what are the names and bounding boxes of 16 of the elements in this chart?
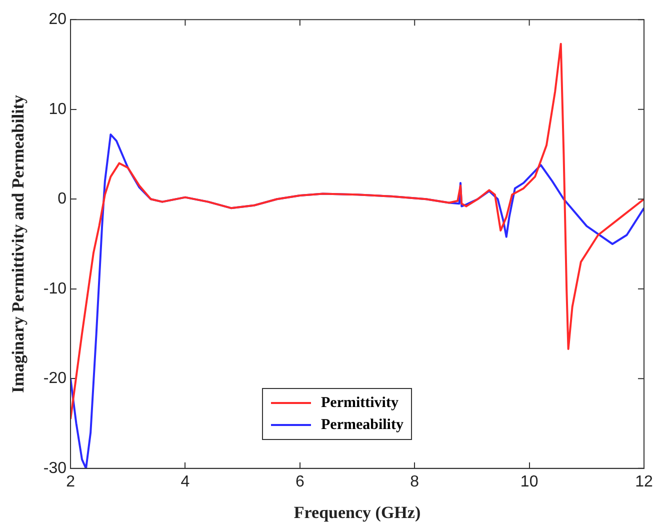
x-tick-label: 2 (66, 473, 76, 490)
y-axis-title: Imaginary Permittivity and Permeability (8, 94, 28, 393)
y-tick-label: -10 (43, 280, 67, 298)
legend-label: Permittivity (321, 394, 398, 412)
y-tick-label: -20 (43, 370, 67, 388)
y-tick-label: 10 (48, 100, 67, 118)
x-tick-label: 10 (520, 473, 538, 490)
legend-label: Permeability (321, 416, 404, 434)
x-tick-label: 12 (635, 473, 653, 490)
y-tick-label: -30 (43, 460, 67, 477)
x-tick-label: 8 (410, 473, 420, 490)
y-tick-label: 0 (58, 190, 67, 208)
x-tick-label: 4 (180, 473, 190, 490)
x-tick-label: 6 (295, 473, 304, 490)
x-axis-title: Frequency (GHz) (294, 503, 421, 522)
y-tick-label: 20 (48, 11, 67, 28)
